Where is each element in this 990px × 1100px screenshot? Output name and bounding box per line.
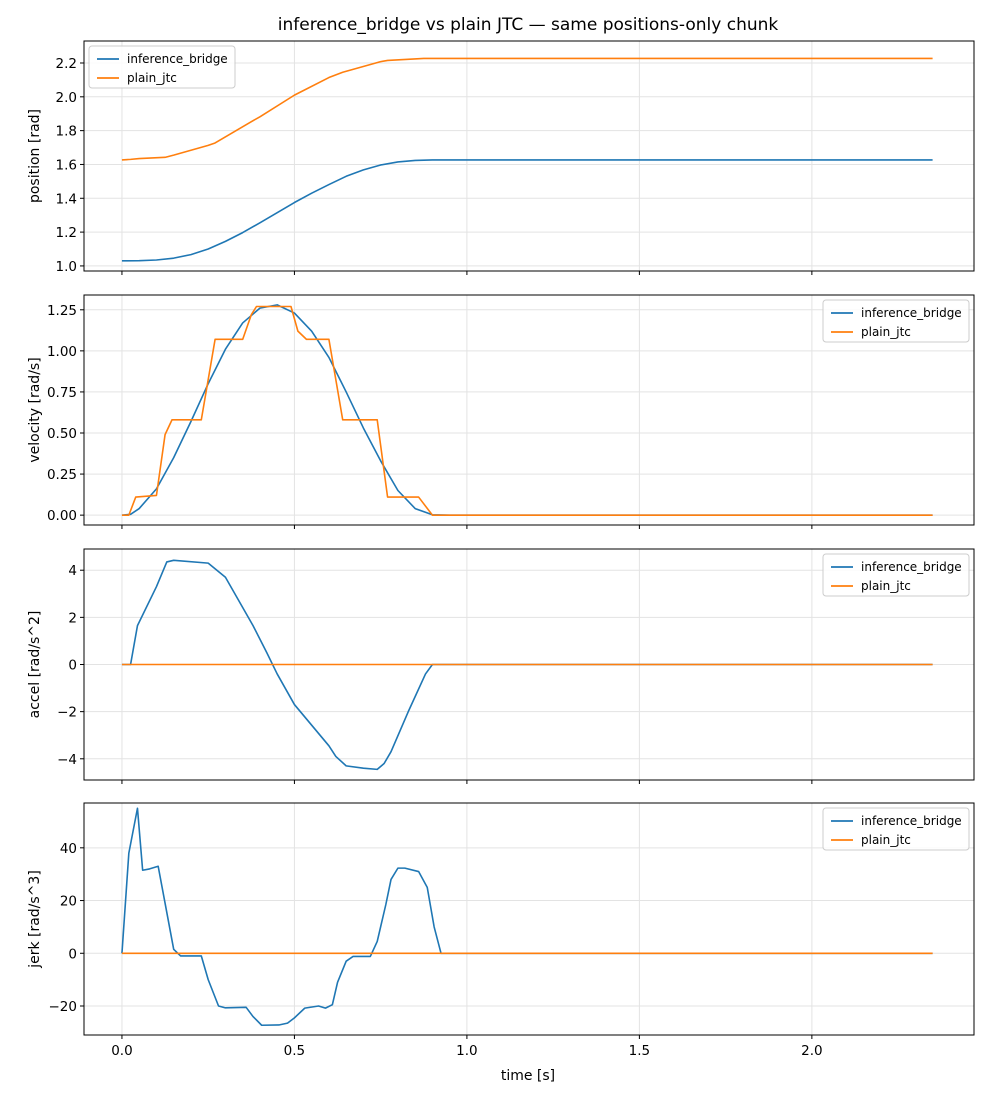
y-tick-label: 4 [68,563,77,579]
y-tick-label: 1.0 [56,259,77,275]
chart-title: inference_bridge vs plain JTC — same pos… [278,15,779,35]
y-tick-label: 0.25 [47,467,77,483]
y-tick-label: 2 [68,610,77,626]
legend-entry-inference-bridge: inference_bridge [861,306,962,320]
legend-entry-plain-jtc: plain_jtc [127,71,177,85]
y-tick-label: −2 [57,705,77,721]
series-line-plain-jtc [121,57,933,161]
series-line-plain-jtc [121,305,933,516]
legend-entry-plain-jtc: plain_jtc [861,833,911,847]
legend-entry-inference-bridge: inference_bridge [127,52,228,66]
legend-entry-inference-bridge: inference_bridge [861,560,962,574]
x-tick-label: 2.0 [801,1043,822,1059]
y-tick-label: −20 [49,999,78,1015]
legend-box [822,299,970,343]
subplot-4: −20 0 20 40 0.0 0.5 1.0 1.5 2.0 jerk [rad/s^3] inf… [27,802,975,1059]
y-tick-label: 1.8 [56,124,77,140]
y-tick-label: 1.25 [47,303,77,319]
y-tick-label: 0 [68,946,77,962]
y-tick-label: 40 [60,841,77,857]
subplot-1: 1.0 1.2 1.4 1.6 1.8 2.0 2.2 position [rad] infer… [27,40,975,275]
axes-frame [83,294,975,526]
y-tick-label: 2.2 [56,56,77,72]
legend-box [822,807,970,851]
axes-frame [83,802,975,1036]
legend-entry-plain-jtc: plain_jtc [861,325,911,339]
y-tick-label: 0.00 [47,508,77,524]
series-line-inference-bridge [121,807,933,1027]
y-tick-label: 0.75 [47,385,77,401]
x-tick-label: 0.5 [284,1043,305,1059]
y-axis-label: velocity [rad/s] [27,357,43,462]
x-tick-label: 1.5 [629,1043,650,1059]
y-tick-label: 1.00 [47,344,77,360]
x-tick-label: 1.0 [456,1043,477,1059]
axes-frame [83,40,975,272]
y-tick-label: 1.2 [56,225,77,241]
y-tick-label: 20 [60,894,77,910]
legend-box [88,45,236,89]
y-tick-label: 2.0 [56,90,77,106]
x-tick-label: 0.0 [111,1043,132,1059]
legend: inference_bridge plain_jtc [88,45,236,89]
legend: inference_bridge plain_jtc [822,807,970,851]
subplot-3: −4 −2 0 2 4 accel [rad/s^2] inference_bridgepl… [27,548,975,784]
y-tick-label: −4 [57,752,77,768]
y-tick-label: 1.4 [56,191,77,207]
y-axis-label: position [rad] [27,109,43,203]
series-line-inference-bridge [121,304,933,516]
y-tick-label: 1.6 [56,157,77,173]
y-tick-label: 0.50 [47,426,77,442]
series-line-inference-bridge [121,159,933,262]
y-axis-label: accel [rad/s^2] [27,611,43,719]
legend-entry-inference-bridge: inference_bridge [861,814,962,828]
legend: inference_bridge plain_jtc [822,553,970,597]
subplot-2: 0.00 0.25 0.50 0.75 1.00 1.25 velocity [rad/s]… [27,294,975,529]
x-axis-label: time [s] [501,1068,555,1084]
y-axis-label: jerk [rad/s^3] [27,870,43,969]
legend: inference_bridge plain_jtc [822,299,970,343]
legend-box [822,553,970,597]
legend-entry-plain-jtc: plain_jtc [861,579,911,593]
series-line-inference-bridge [121,559,933,771]
y-tick-label: 0 [68,658,77,674]
